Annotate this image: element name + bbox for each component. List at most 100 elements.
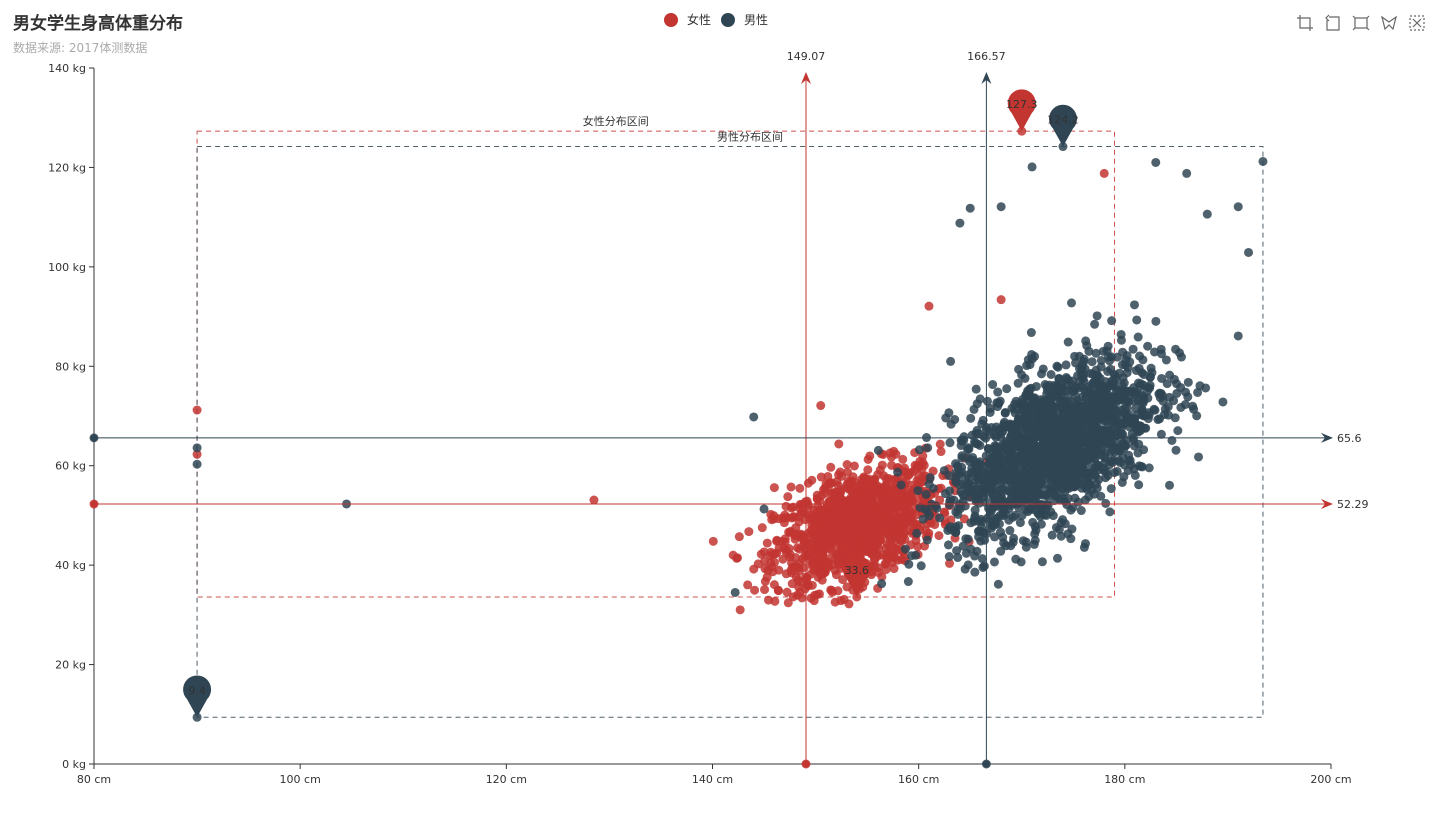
zoom-reset-icon[interactable] bbox=[1324, 14, 1342, 32]
scatter-point bbox=[1074, 364, 1084, 374]
scatter-point bbox=[853, 505, 863, 515]
scatter-point bbox=[1067, 298, 1077, 308]
mark-point-label-1-0: 124.2 bbox=[1047, 114, 1079, 127]
scatter-point bbox=[986, 404, 996, 414]
y-tick-label: 80 kg bbox=[55, 360, 86, 373]
scatter-point bbox=[1018, 467, 1028, 477]
scatter-point bbox=[1194, 452, 1204, 462]
scatter-point bbox=[1095, 447, 1105, 457]
scatter-point bbox=[912, 519, 922, 529]
scatter-point bbox=[1089, 425, 1099, 435]
scatter-point bbox=[823, 471, 833, 481]
scatter-point bbox=[192, 449, 202, 459]
scatter-point bbox=[1101, 473, 1111, 483]
scatter-point bbox=[1030, 475, 1040, 485]
scatter-point bbox=[1134, 480, 1144, 490]
mark-line-y-start-1 bbox=[90, 434, 98, 442]
legend-male-dot bbox=[721, 12, 736, 27]
scatter-point bbox=[999, 421, 1009, 431]
scatter-point bbox=[924, 528, 934, 538]
scatter-point bbox=[1071, 383, 1081, 393]
scatter-point bbox=[970, 567, 980, 577]
scatter-point bbox=[796, 529, 806, 539]
scatter-point bbox=[786, 482, 796, 492]
mark-line-x-start-1 bbox=[982, 760, 990, 768]
scatter-point bbox=[914, 445, 924, 455]
scatter-point bbox=[970, 438, 980, 448]
scatter-point bbox=[772, 548, 782, 558]
legend-item-female[interactable]: 女性 bbox=[664, 11, 711, 28]
scatter-point bbox=[743, 580, 753, 590]
scatter-point bbox=[1180, 399, 1190, 409]
scatter-point bbox=[734, 532, 744, 542]
scatter-point bbox=[876, 535, 886, 545]
scatter-point bbox=[1010, 510, 1020, 520]
scatter-point bbox=[1023, 442, 1033, 452]
x-tick-label: 160 cm bbox=[898, 773, 939, 786]
scatter-point bbox=[849, 461, 859, 471]
scatter-point bbox=[730, 587, 740, 597]
scatter-point bbox=[934, 531, 944, 541]
mark-point-label-1-1: 9.4 bbox=[188, 684, 206, 697]
scatter-point bbox=[831, 570, 841, 580]
scatter-point bbox=[993, 485, 1003, 495]
scatter-point bbox=[766, 558, 776, 568]
scatter-point bbox=[825, 538, 835, 548]
scatter-point bbox=[993, 387, 1003, 397]
scatter-point bbox=[1183, 377, 1193, 387]
scatter-point bbox=[875, 465, 885, 475]
scatter-point bbox=[977, 522, 987, 532]
scatter-point bbox=[1042, 381, 1052, 391]
scatter-point bbox=[1031, 525, 1041, 535]
scatter-point bbox=[989, 443, 999, 453]
scatter-point bbox=[782, 587, 792, 597]
scatter-point bbox=[192, 459, 202, 469]
mark-line-y-arrow-0 bbox=[1321, 499, 1333, 510]
scatter-point bbox=[863, 465, 873, 475]
scatter-point bbox=[1028, 517, 1038, 527]
scatter-point bbox=[1110, 405, 1120, 415]
scatter-point bbox=[1218, 397, 1228, 407]
scatter-point bbox=[988, 494, 998, 504]
scatter-point bbox=[923, 507, 933, 517]
scatter-point bbox=[762, 538, 772, 548]
scatter-point bbox=[1083, 478, 1093, 488]
scatter-point bbox=[800, 584, 810, 594]
scatter-point bbox=[826, 462, 836, 472]
scatter-point bbox=[760, 576, 770, 586]
scatter-point bbox=[1090, 319, 1100, 329]
scatter-point bbox=[1058, 456, 1068, 466]
scatter-point bbox=[995, 467, 1005, 477]
scatter-point bbox=[1021, 421, 1031, 431]
scatter-point bbox=[886, 452, 896, 462]
mark-line-x-arrow-0 bbox=[800, 72, 811, 84]
scatter-point bbox=[1070, 477, 1080, 487]
scatter-point bbox=[808, 561, 818, 571]
zoom-icon[interactable] bbox=[1296, 14, 1314, 32]
restore-icon[interactable] bbox=[1352, 14, 1370, 32]
scatter-point bbox=[944, 552, 954, 562]
scatter-point bbox=[779, 513, 789, 523]
scatter-point bbox=[971, 384, 981, 394]
legend-item-male[interactable]: 男性 bbox=[721, 11, 768, 28]
scatter-point bbox=[1202, 209, 1212, 219]
scatter-point bbox=[834, 439, 844, 449]
scatter-point bbox=[744, 527, 754, 537]
scatter-point bbox=[1061, 360, 1071, 370]
select-icon[interactable] bbox=[1380, 14, 1398, 32]
scatter-point bbox=[1065, 413, 1075, 423]
scatter-point bbox=[1055, 399, 1065, 409]
scatter-point bbox=[1058, 515, 1068, 525]
scatter-point bbox=[1030, 535, 1040, 545]
mark-line-x-label-1: 166.57 bbox=[967, 50, 1006, 63]
scatter-point bbox=[1132, 315, 1142, 325]
scatter-point bbox=[892, 544, 902, 554]
scatter-point bbox=[959, 435, 969, 445]
scatter-point bbox=[907, 496, 917, 506]
scatter-point bbox=[781, 501, 791, 511]
scatter-point bbox=[1010, 446, 1020, 456]
scatter-point bbox=[954, 480, 964, 490]
scatter-point bbox=[1032, 411, 1042, 421]
scatter-point bbox=[1189, 404, 1199, 414]
clear-select-icon[interactable] bbox=[1408, 14, 1426, 32]
